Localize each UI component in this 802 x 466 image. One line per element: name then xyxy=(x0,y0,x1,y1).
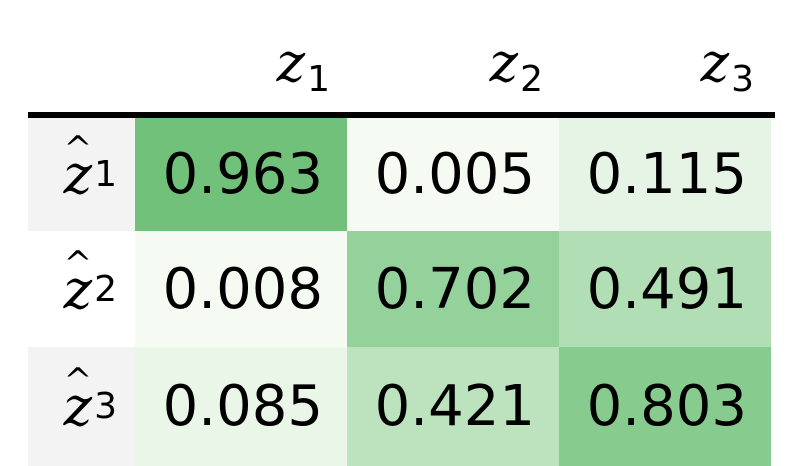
cell-value: 0.008 xyxy=(162,256,323,322)
row-header-1: ^ z 1 xyxy=(28,118,135,231)
cell-value: 0.115 xyxy=(586,142,747,207)
column-header-3: z3 xyxy=(634,28,754,100)
heatmap-cell-r1-c3: 0.115 xyxy=(559,118,771,231)
column-header-subscript: 1 xyxy=(307,59,330,100)
heatmap-cell-r1-c2: 0.005 xyxy=(347,118,559,231)
cell-value: 0.005 xyxy=(374,142,535,207)
row-header-subscript: 2 xyxy=(94,268,117,310)
row-header-hat: ^ xyxy=(63,361,93,401)
cell-value: 0.803 xyxy=(586,374,747,439)
column-header-symbol: z xyxy=(276,31,306,94)
column-header-subscript: 2 xyxy=(520,59,543,100)
heatmap-cell-r3-c3: 0.803 xyxy=(559,347,771,466)
cell-value: 0.421 xyxy=(374,374,535,439)
row-header-hat: ^ xyxy=(63,243,93,284)
cell-value: 0.702 xyxy=(374,256,535,322)
column-header-2: z2 xyxy=(423,28,543,100)
heatmap-cell-r1-c1: 0.963 xyxy=(135,118,347,231)
row-header-base: z xyxy=(63,257,93,321)
row-header-base: z xyxy=(63,143,93,206)
heatmap-cell-r3-c1: 0.085 xyxy=(135,347,347,466)
cell-value: 0.491 xyxy=(586,256,747,322)
row-header-subscript: 3 xyxy=(94,386,117,427)
row-header-symbol: ^ z xyxy=(63,129,93,206)
row-header-symbol: ^ z xyxy=(63,244,93,321)
cell-value: 0.963 xyxy=(162,142,323,207)
row-header-symbol: ^ z xyxy=(63,361,93,438)
heatmap-cell-r3-c2: 0.421 xyxy=(347,347,559,466)
heatmap-cell-r2-c2: 0.702 xyxy=(347,231,559,347)
column-header-1: z1 xyxy=(210,28,330,100)
column-header-symbol: z xyxy=(700,31,730,94)
cell-value: 0.085 xyxy=(162,374,323,439)
row-header-2: ^ z 2 xyxy=(28,231,135,347)
row-header-3: ^ z 3 xyxy=(28,347,135,466)
row-header-subscript: 1 xyxy=(94,154,117,195)
column-header-symbol: z xyxy=(489,31,519,94)
heatmap-cell-r2-c3: 0.491 xyxy=(559,231,771,347)
heatmap-cell-r2-c1: 0.008 xyxy=(135,231,347,347)
row-header-hat: ^ xyxy=(63,129,93,169)
header-rule xyxy=(28,112,775,118)
row-header-base: z xyxy=(63,375,93,438)
column-header-subscript: 3 xyxy=(731,59,754,100)
